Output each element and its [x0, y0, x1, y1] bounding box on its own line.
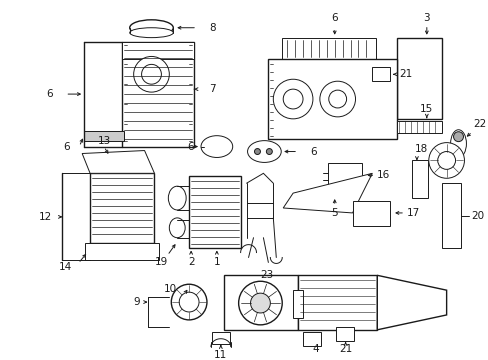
Text: 18: 18	[414, 144, 427, 154]
Text: 12: 12	[39, 212, 52, 222]
Text: 3: 3	[423, 13, 429, 23]
Text: 11: 11	[214, 350, 227, 360]
Bar	[85, 243, 159, 261]
Text: 22: 22	[472, 119, 486, 129]
Bar	[211, 332, 229, 344]
Ellipse shape	[168, 186, 186, 210]
Bar	[335, 327, 353, 341]
Text: 20: 20	[470, 211, 484, 221]
Text: 8: 8	[208, 23, 215, 33]
Polygon shape	[82, 150, 154, 173]
Ellipse shape	[247, 141, 281, 162]
Circle shape	[179, 292, 199, 312]
Text: 19: 19	[155, 257, 168, 267]
Circle shape	[328, 90, 346, 108]
Text: 6: 6	[331, 13, 337, 23]
Ellipse shape	[129, 20, 173, 36]
Text: 6: 6	[46, 89, 52, 99]
Text: 13: 13	[98, 136, 111, 146]
Text: 2: 2	[187, 257, 194, 267]
Text: 9: 9	[133, 297, 140, 307]
Circle shape	[171, 284, 206, 320]
Text: 1: 1	[213, 257, 220, 267]
Bar	[441, 183, 461, 248]
Text: 14: 14	[59, 262, 72, 273]
Polygon shape	[377, 275, 446, 330]
Circle shape	[142, 64, 161, 84]
Polygon shape	[283, 173, 371, 213]
Bar	[303, 332, 320, 346]
Ellipse shape	[129, 28, 173, 38]
Bar	[396, 121, 441, 133]
Bar	[122, 42, 194, 147]
Text: 4: 4	[312, 343, 319, 354]
Text: 6: 6	[187, 141, 194, 152]
Text: 7: 7	[208, 84, 215, 94]
Circle shape	[133, 57, 169, 92]
Circle shape	[319, 81, 355, 117]
Text: 15: 15	[419, 104, 432, 114]
Bar	[292, 290, 303, 318]
Circle shape	[437, 152, 455, 169]
Bar	[352, 201, 389, 226]
Ellipse shape	[201, 136, 232, 157]
Bar	[371, 67, 389, 81]
Bar	[268, 59, 396, 139]
Bar	[84, 131, 123, 141]
Text: 6: 6	[63, 141, 70, 152]
Text: 21: 21	[398, 69, 411, 79]
Circle shape	[273, 79, 312, 119]
Text: 5: 5	[331, 208, 337, 218]
Text: 23: 23	[259, 270, 272, 280]
Bar	[122, 42, 194, 59]
Circle shape	[266, 149, 272, 154]
Text: 10: 10	[164, 284, 177, 294]
Text: 6: 6	[309, 147, 316, 157]
Bar	[396, 38, 441, 119]
Circle shape	[428, 143, 464, 178]
Bar	[411, 161, 427, 198]
Ellipse shape	[449, 130, 466, 157]
Bar	[224, 275, 298, 330]
Circle shape	[254, 149, 260, 154]
Bar	[189, 176, 240, 248]
Text: 17: 17	[406, 208, 419, 218]
Circle shape	[453, 132, 463, 141]
Bar	[327, 163, 362, 191]
Bar	[90, 173, 154, 243]
Bar	[282, 38, 376, 59]
Circle shape	[250, 293, 270, 313]
Circle shape	[238, 281, 282, 325]
Bar	[298, 275, 377, 330]
Circle shape	[283, 89, 303, 109]
Text: 21: 21	[338, 343, 351, 354]
Text: 16: 16	[377, 170, 390, 180]
Ellipse shape	[169, 218, 185, 238]
